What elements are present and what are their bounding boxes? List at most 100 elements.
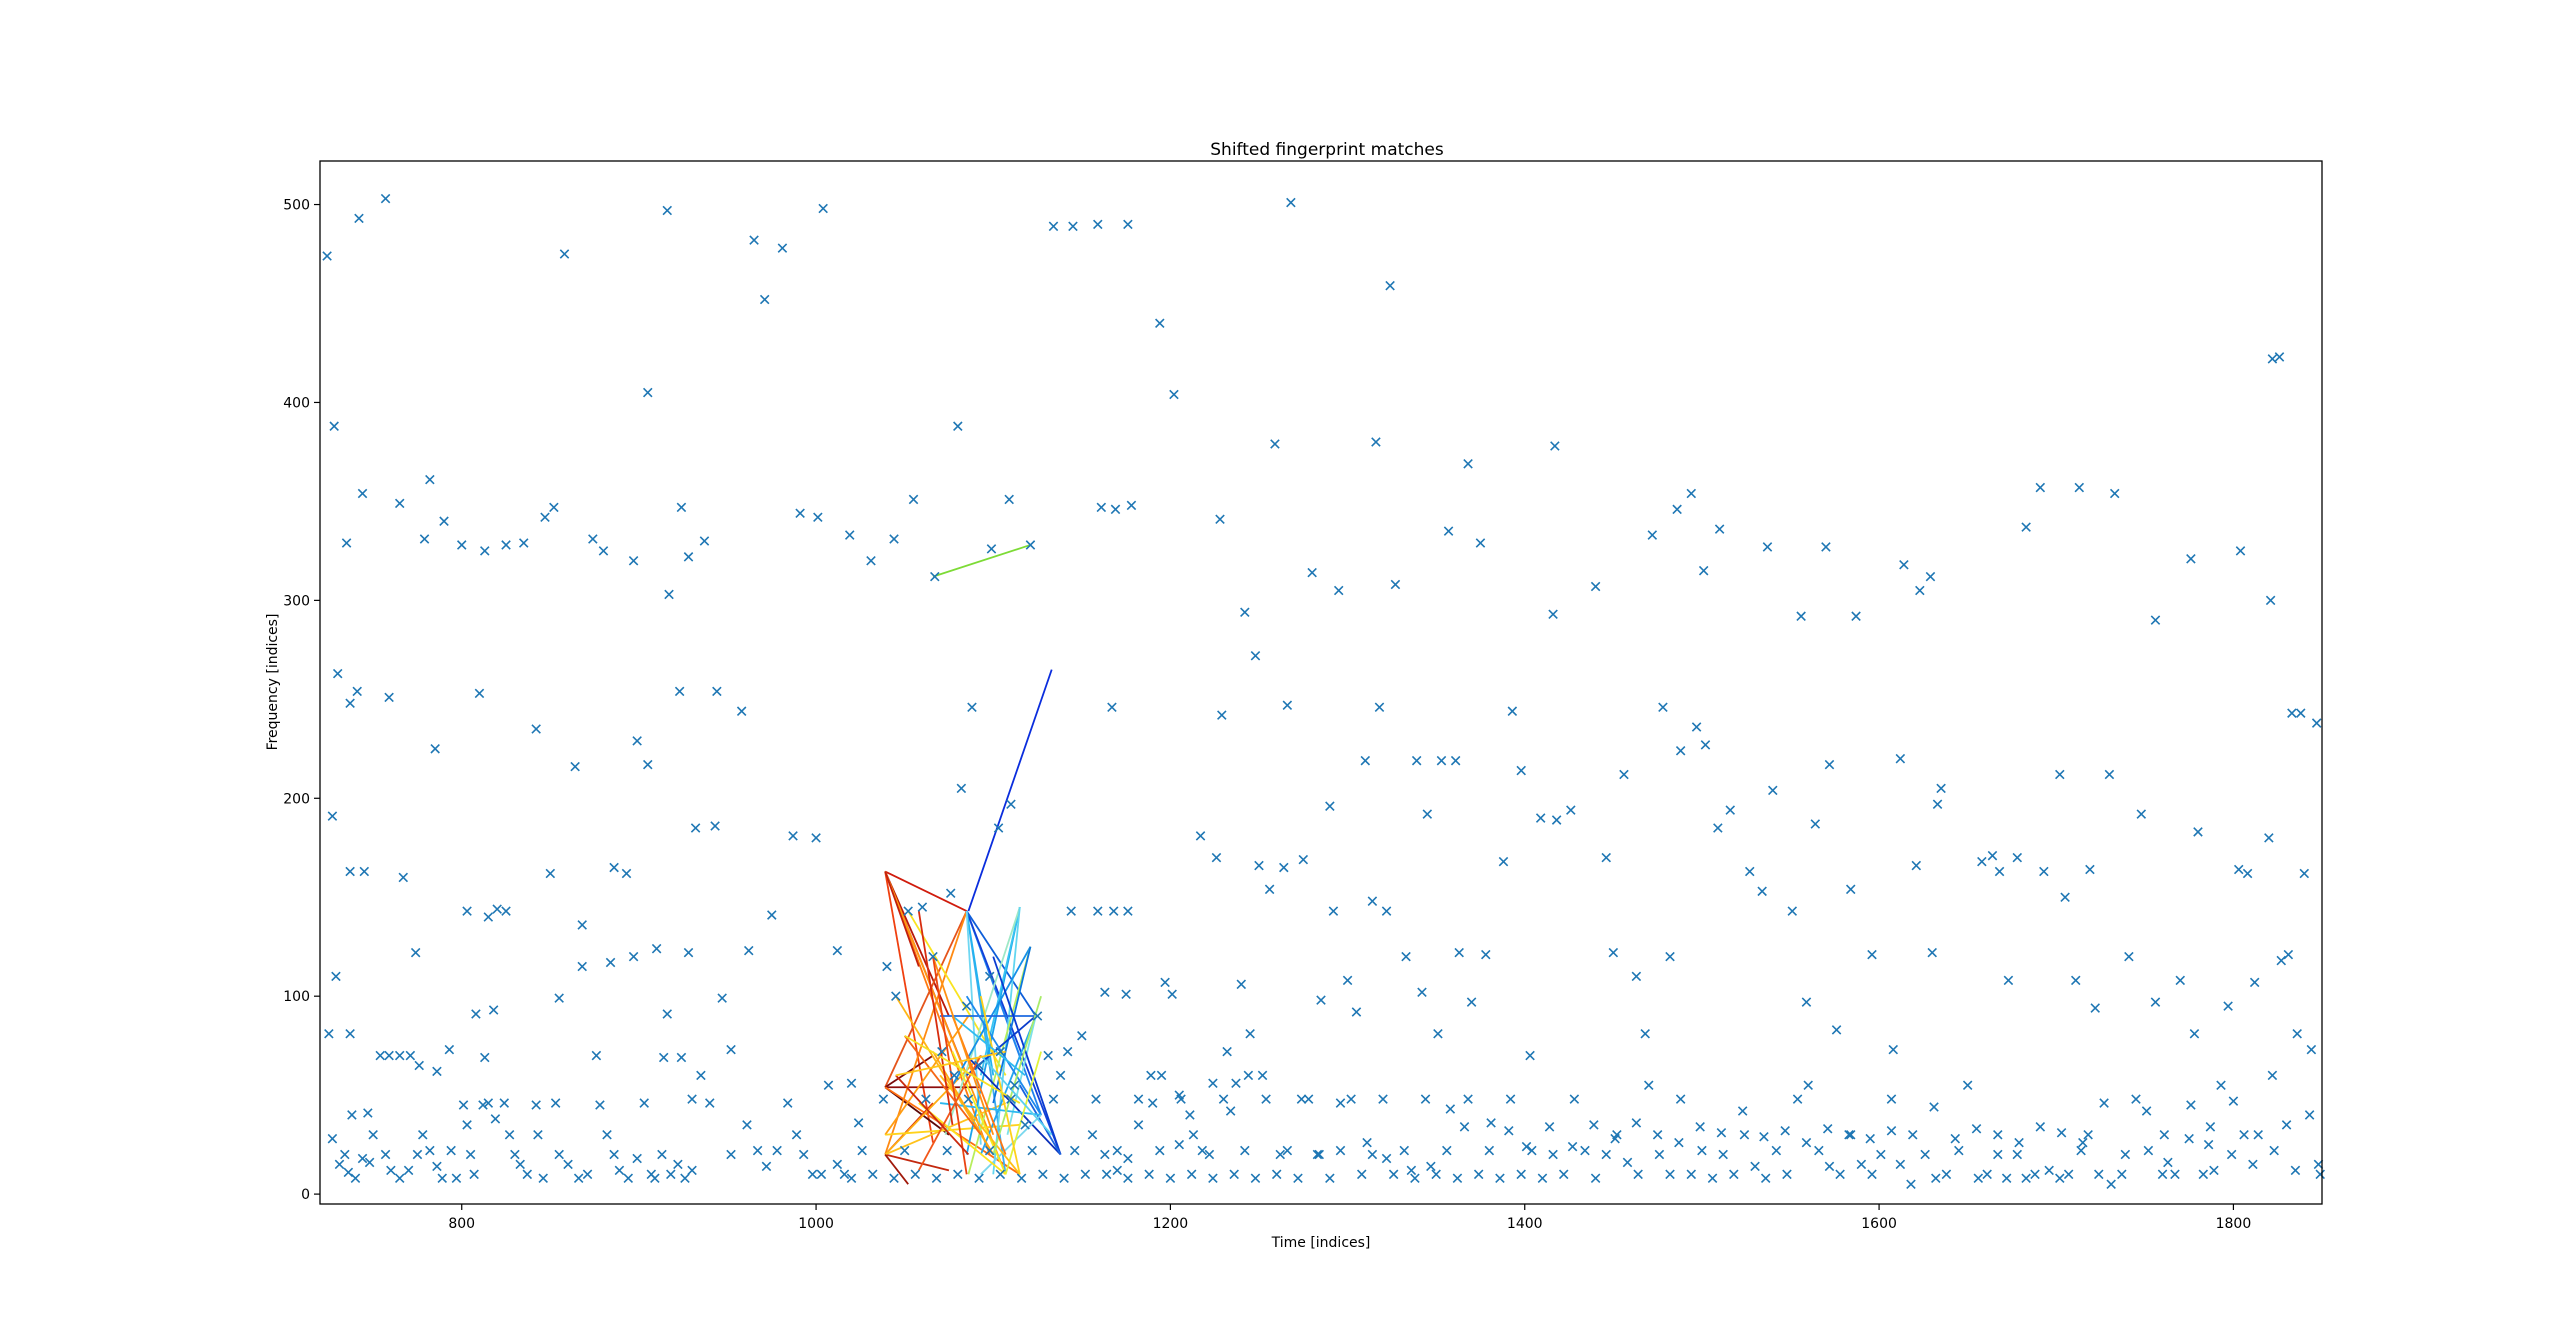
scatter-point xyxy=(1217,710,1227,720)
scatter-point xyxy=(2124,951,2134,962)
scatter-point xyxy=(1729,1169,1739,1180)
scatter-point xyxy=(1254,860,1264,871)
scatter-point xyxy=(430,744,440,754)
scatter-point xyxy=(554,1149,564,1160)
scatter-point xyxy=(425,1145,435,1156)
scatter-point xyxy=(889,534,899,544)
scatter-point xyxy=(462,1120,472,1130)
scatter-point xyxy=(657,1149,667,1160)
scatter-point xyxy=(1027,1145,1037,1156)
scatter-point xyxy=(832,1159,843,1170)
scatter-point xyxy=(1298,854,1309,865)
scatter-point xyxy=(480,546,490,556)
scatter-point xyxy=(1698,565,1709,576)
scatter-point xyxy=(2276,955,2287,966)
scatter-point xyxy=(2184,1133,2194,1144)
scatter-point xyxy=(696,1070,706,1081)
scatter-point xyxy=(469,1169,479,1180)
scatter-point xyxy=(791,1129,802,1140)
scatter-point xyxy=(1835,1169,1845,1180)
scatter-point xyxy=(2070,975,2081,986)
scatter-point xyxy=(687,1165,697,1176)
scatter-point xyxy=(1760,1173,1771,1184)
scatter-point xyxy=(866,556,876,566)
scatter-point xyxy=(2216,1080,2226,1091)
scatter-point xyxy=(2074,482,2085,493)
scatter-point xyxy=(705,1098,715,1108)
scatter-point xyxy=(2021,1173,2031,1184)
scatter-point xyxy=(650,1173,660,1184)
scatter-point xyxy=(1744,866,1755,877)
scatter-point xyxy=(1225,1106,1236,1116)
scatter-point xyxy=(1445,1104,1456,1114)
scatter-point xyxy=(1188,1129,1199,1140)
scatter-point xyxy=(1243,1070,1254,1081)
scatter-point xyxy=(1867,949,1877,960)
match-line xyxy=(967,669,1053,912)
scatter-point xyxy=(963,1094,974,1104)
scatter-point xyxy=(928,951,938,962)
scatter-point xyxy=(380,1149,391,1160)
scatter-point xyxy=(1665,1169,1675,1180)
scatter-point xyxy=(632,1153,642,1164)
match-line xyxy=(884,871,1007,1175)
scatter-point xyxy=(984,971,995,982)
scatter-point xyxy=(595,1100,605,1110)
scatter-point xyxy=(1867,1169,1877,1180)
scatter-point xyxy=(1535,813,1546,823)
scatter-point xyxy=(1048,1094,1059,1104)
scatter-point xyxy=(1208,1078,1218,1089)
match-line xyxy=(967,946,1032,1175)
scatter-point xyxy=(1121,989,1131,999)
scatter-point xyxy=(1821,542,1831,552)
scatter-point xyxy=(1410,1173,1420,1184)
scatter-point xyxy=(1406,1165,1417,1176)
scatter-point xyxy=(867,1169,878,1180)
scatter-point xyxy=(609,862,619,873)
scatter-point xyxy=(891,991,901,1001)
scatter-point xyxy=(1009,1080,1020,1091)
scatter-point xyxy=(628,556,639,566)
scatter-point xyxy=(483,1098,494,1108)
match-line xyxy=(932,956,995,1136)
match-line xyxy=(992,956,1062,1155)
scatter-point xyxy=(1590,1173,1601,1184)
scatter-point xyxy=(1156,1070,1167,1081)
scatter-point xyxy=(386,1165,396,1176)
scatter-point xyxy=(359,866,370,877)
scatter-point xyxy=(1055,1070,1066,1081)
scatter-point xyxy=(1218,1094,1229,1104)
scatter-point xyxy=(2001,1173,2012,1184)
scatter-point xyxy=(510,1149,520,1160)
scatter-point xyxy=(937,1046,947,1057)
scatter-point xyxy=(1716,1127,1727,1138)
scatter-point xyxy=(683,947,694,958)
scatter-point xyxy=(354,213,364,224)
scatter-point xyxy=(974,1173,984,1184)
scatter-point xyxy=(642,387,653,398)
scatter-point xyxy=(1737,1106,1748,1116)
scatter-point xyxy=(1155,1145,1165,1156)
scatter-point xyxy=(2109,488,2120,499)
scatter-point xyxy=(1381,1153,1392,1164)
scatter-point xyxy=(2304,1110,2315,1120)
scatter-point xyxy=(628,951,639,962)
x-tick-label: 800 xyxy=(448,1216,475,1232)
scatter-point xyxy=(2205,1122,2216,1132)
scatter-point xyxy=(846,1173,857,1184)
scatter-point xyxy=(1333,585,1344,596)
scatter-point xyxy=(1222,1046,1232,1057)
scatter-point xyxy=(1463,1094,1473,1104)
scatter-point xyxy=(1006,1094,1016,1104)
scatter-point xyxy=(1876,1149,1886,1160)
scatter-point xyxy=(903,906,913,916)
scatter-point xyxy=(2159,1129,2170,1140)
scatter-point xyxy=(414,1060,424,1071)
scatter-point xyxy=(1504,1126,1514,1136)
match-line xyxy=(980,1114,1042,1175)
scatter-point xyxy=(2078,1137,2088,1148)
scatter-point xyxy=(1454,947,1464,958)
scatter-point xyxy=(1356,1169,1367,1180)
scatter-point xyxy=(1314,1149,1324,1160)
scatter-point xyxy=(1675,1094,1686,1104)
